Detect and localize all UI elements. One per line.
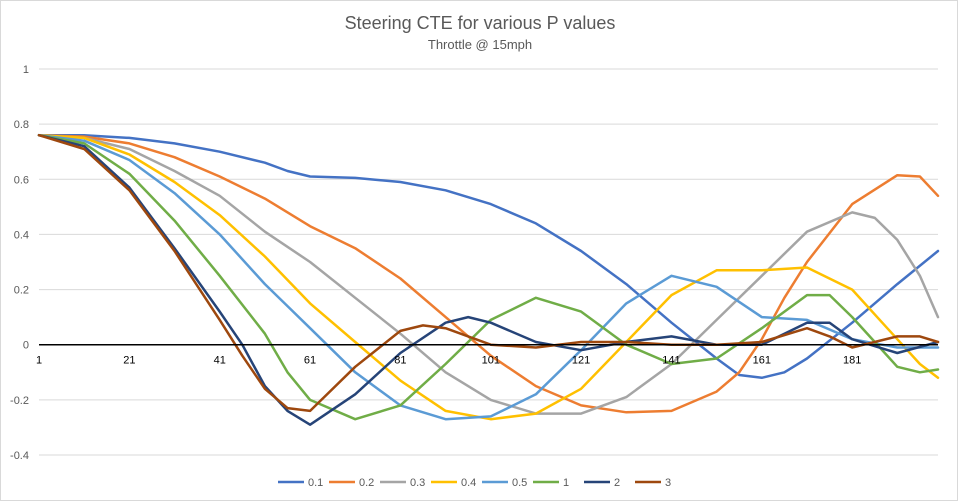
series-line-0-3	[37, 133, 940, 415]
series-line-3	[37, 133, 940, 413]
legend-item: 0.4	[431, 477, 476, 489]
series-line-0-1	[37, 133, 940, 380]
legend-label: 3	[665, 477, 671, 489]
x-tick-label: 61	[304, 355, 316, 367]
legend-item: 3	[635, 477, 671, 489]
legend-item: 0.2	[329, 477, 374, 489]
legend-label: 0.1	[308, 477, 323, 489]
legend-item: 0.1	[278, 477, 323, 489]
legend-label: 1	[563, 477, 569, 489]
x-tick-label: 101	[482, 355, 500, 367]
legend-label: 2	[614, 477, 620, 489]
x-tick-label: 181	[843, 355, 861, 367]
series-line-1	[37, 133, 940, 421]
y-tick-label: 0.6	[14, 174, 29, 186]
chart-title: Steering CTE for various P values	[345, 13, 616, 33]
y-tick-label: 0	[23, 340, 29, 352]
series-line-2	[37, 133, 940, 426]
legend-item: 1	[533, 477, 569, 489]
series-line-0-5	[37, 133, 940, 421]
legend-label: 0.5	[512, 477, 527, 489]
x-axis-ticks: 1 21 41 61 81 101 121 141 161 181	[36, 355, 861, 367]
legend-item: 0.5	[482, 477, 527, 489]
x-tick-label: 121	[572, 355, 590, 367]
y-tick-label: 1	[23, 64, 29, 76]
y-tick-label: -0.4	[10, 450, 29, 462]
legend-label: 0.3	[410, 477, 425, 489]
legend-item: 2	[584, 477, 620, 489]
legend-label: 0.2	[359, 477, 374, 489]
x-tick-label: 1	[36, 355, 42, 367]
series-lines	[37, 133, 940, 426]
legend: 0.1 0.2 0.3 0.4 0.5 1 2 3	[278, 477, 671, 489]
x-tick-label: 21	[123, 355, 135, 367]
x-tick-label: 41	[214, 355, 226, 367]
x-tick-label: 81	[394, 355, 406, 367]
y-tick-label: -0.2	[10, 395, 29, 407]
legend-item: 0.3	[380, 477, 425, 489]
chart-subtitle: Throttle @ 15mph	[428, 37, 532, 52]
legend-label: 0.4	[461, 477, 476, 489]
y-axis-ticks: -0.4 -0.2 0 0.2 0.4 0.6 0.8 1	[10, 64, 29, 462]
x-tick-label: 141	[662, 355, 680, 367]
x-tick-label: 161	[753, 355, 771, 367]
y-tick-label: 0.4	[14, 229, 29, 241]
series-line-0-2	[37, 133, 940, 414]
y-tick-label: 0.2	[14, 285, 29, 297]
y-tick-label: 0.8	[14, 119, 29, 131]
series-line-0-4	[37, 133, 940, 421]
